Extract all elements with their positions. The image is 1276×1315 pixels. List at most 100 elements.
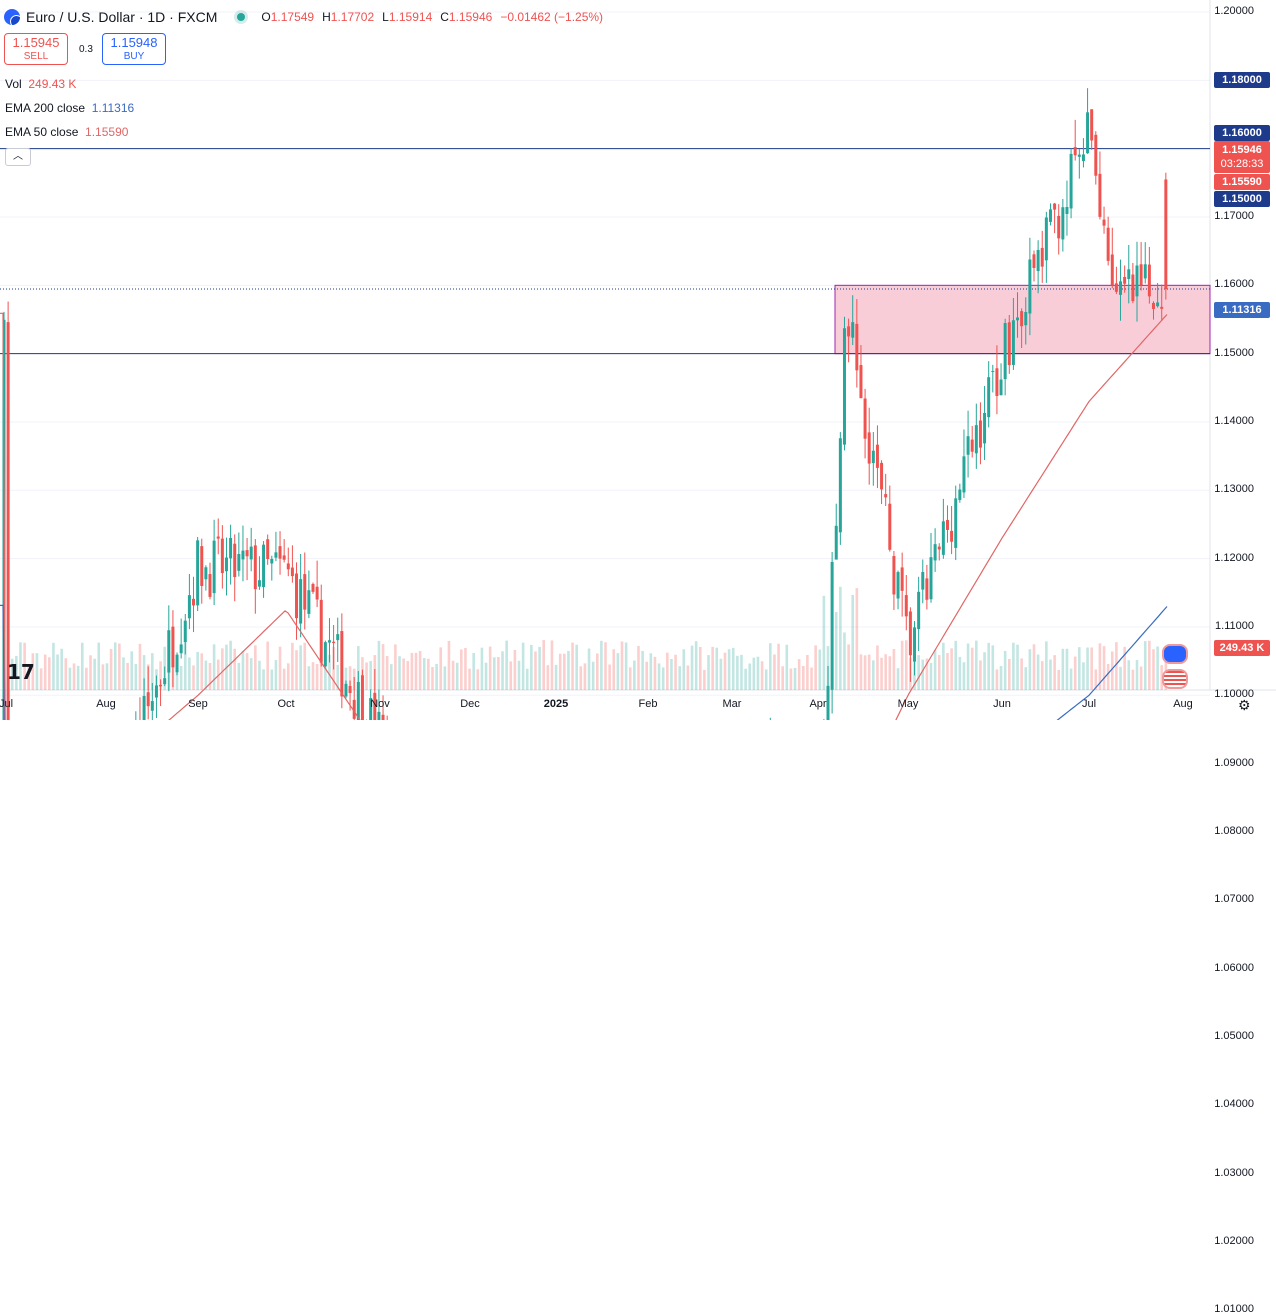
candle-body [978,420,982,448]
volume-bar [851,594,855,690]
volume-bar [1160,665,1164,690]
price-tick-label: 1.09000 [1214,756,1254,769]
volume-bar [212,644,216,690]
candle-body [983,412,987,444]
volume-bar [427,658,430,690]
volume-bar [966,643,970,690]
candle-body [1077,154,1081,157]
ohlc-readout: O1.17549 H1.17702 L1.15914 C1.15946 −0.0… [261,10,603,24]
candle-body [1147,264,1151,297]
candle-body [303,574,307,610]
volume-legend[interactable]: Vol 249.43 K [5,77,76,91]
volume-bar [402,658,405,690]
gear-icon[interactable]: ⚙ [1238,697,1251,713]
volume-bar [472,652,475,690]
price-tick-label: 1.13000 [1214,483,1254,496]
candle-body [332,641,336,644]
candle-body [1016,317,1020,321]
candle-body [921,571,925,590]
symbol-title[interactable]: Euro / U.S. Dollar · 1D · FXCM [26,9,218,25]
volume-bar [904,640,908,690]
currency-flag-icon [4,9,20,25]
volume-bar [357,646,360,690]
candle-body [1069,153,1073,209]
volume-bar [896,668,900,690]
ema200-name: EMA 200 close [5,101,86,115]
volume-bar [241,650,245,690]
volume-bar [274,660,278,690]
candle-body [381,714,385,720]
volume-bar [806,654,809,690]
volume-bar [645,661,649,690]
volume-bar [455,662,459,690]
ema200-legend[interactable]: EMA 200 close 1.11316 [5,101,134,115]
volume-bar [525,668,529,690]
candle-body [1032,254,1036,268]
collapse-legend-button[interactable]: ︿ [5,148,31,166]
candle-body [299,579,303,624]
volume-bar [72,663,76,690]
volume-bar [488,646,492,690]
volume-bar [381,644,385,690]
volume-bar [834,611,838,690]
volume-bar [872,660,875,690]
volume-bar [229,640,232,690]
volume-bar [295,650,298,690]
volume-bar [929,662,933,690]
price-tick-label: 1.03000 [1214,1166,1254,1179]
candle-body [1135,265,1139,297]
volume-bar [958,656,962,690]
candle-body [1131,274,1135,302]
volume-bar [27,665,31,690]
price-chart[interactable] [0,0,1276,720]
volume-bar [1078,647,1081,690]
tradingview-logo[interactable]: 17 [7,660,35,684]
volume-bar [1094,669,1098,690]
volume-bar [698,646,702,690]
candle-body [1057,215,1061,239]
volume-bar [344,667,348,690]
candle-body [826,685,830,720]
volume-bar [1016,644,1019,690]
volume-bar [385,655,389,690]
volume-bar [233,648,237,690]
volume-bar [216,659,220,690]
volume-bar [328,654,331,690]
volume-bar [134,664,138,690]
volume-bar [554,664,558,690]
volume-bar [221,648,224,690]
candle-body [286,563,290,570]
volume-bar [249,658,253,690]
time-tick-label: May [897,698,919,710]
buy-button[interactable]: 1.15948 BUY [102,33,166,65]
candle-body [884,494,888,498]
volume-bar [435,663,438,690]
volume-bar [633,660,636,690]
candle-body [1053,203,1057,210]
volume-bar [188,657,191,690]
candle-body [1143,264,1147,279]
volume-bar [97,642,101,690]
candle-body [896,572,900,599]
volume-bar [558,653,562,690]
candle-body [1028,259,1032,314]
price-tick-label: 1.17000 [1214,209,1254,222]
candle-body [142,695,146,720]
last-price-value: 1.15946 [1222,144,1262,156]
volume-bar [1139,666,1143,690]
volume-bar [130,651,134,690]
candle-body [311,583,315,592]
volume-bar [855,588,859,690]
us-flag-icon[interactable] [1162,669,1188,689]
last-price-label: 1.15946 03:28:33 [1214,141,1270,173]
eu-flag-icon[interactable] [1162,644,1188,664]
candle-body [245,550,249,557]
ema50-legend[interactable]: EMA 50 close 1.15590 [5,125,128,139]
candle-body [954,498,958,548]
volume-bar [105,663,109,690]
candle-body [373,692,377,720]
volume-bar [1086,647,1089,690]
volume-bar [422,658,426,690]
sell-button[interactable]: 1.15945 SELL [4,33,68,65]
volume-bar [567,650,570,690]
